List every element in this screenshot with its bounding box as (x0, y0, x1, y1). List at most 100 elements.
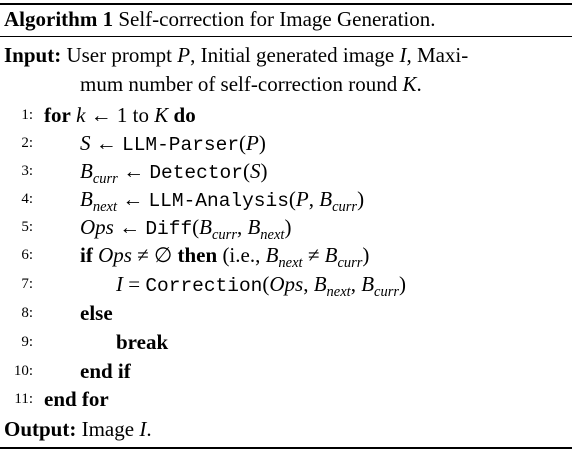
subscript-curr: curr (92, 171, 118, 187)
line-number: 9: (21, 334, 33, 350)
output-label: Output: (4, 417, 77, 441)
input-text-2b: . (416, 72, 422, 96)
line-code: for k ← 1 to K do (44, 101, 196, 129)
line-code: I = Correction(Ops, Bnext, Bcurr) (116, 270, 406, 300)
assign-range: ← 1 to (85, 103, 155, 127)
var-K: K (154, 103, 169, 127)
assign-arrow: ← (117, 159, 150, 183)
paren: ( (288, 187, 296, 211)
arg-s: S (249, 159, 261, 183)
keyword-end-if: end if (80, 359, 131, 383)
top-rule (0, 3, 572, 5)
paren: ( (242, 159, 250, 183)
arg-b: B (361, 272, 375, 296)
algorithm-label: Algorithm 1 (4, 7, 114, 31)
comma: , (350, 272, 362, 296)
function-llm-parser: LLM-Parser (122, 134, 240, 156)
var-ops: Ops (80, 215, 114, 239)
line-number: 2: (21, 135, 33, 151)
input-label: Input: (4, 43, 62, 67)
comma: , (308, 187, 320, 211)
var-s: S (80, 131, 91, 155)
algorithm-caption: Self-correction for Image Generation. (118, 7, 436, 31)
equals: = (123, 272, 146, 296)
var-b: B (324, 243, 338, 267)
output-var-i: I (139, 417, 147, 441)
subscript-next: next (260, 227, 285, 243)
paren: ) (357, 187, 365, 211)
line-number: 4: (21, 191, 33, 207)
paren: ) (362, 243, 370, 267)
line-code: S ← LLM-Parser(P) (80, 129, 266, 159)
not-equal: ≠ (302, 243, 325, 267)
var-i: I (116, 272, 123, 296)
var-b: B (265, 243, 279, 267)
var-k: k (76, 103, 86, 127)
keyword-break: break (116, 330, 169, 354)
paren: ) (399, 272, 407, 296)
input-text-1c: , Maxi- (406, 43, 469, 67)
subscript-next: next (278, 255, 303, 271)
output-period: . (146, 417, 152, 441)
function-diff: Diff (145, 218, 193, 240)
paren: ( (239, 131, 247, 155)
keyword-do: do (173, 103, 196, 127)
line-code: if Ops ≠ ∅ then (i.e., Bnext ≠ Bcurr) (80, 241, 370, 271)
keyword-else: else (80, 301, 113, 325)
keyword-then: then (177, 243, 218, 267)
function-detector: Detector (149, 162, 243, 184)
var-b: B (80, 159, 93, 183)
line-number: 8: (21, 305, 33, 321)
line-code: Bnext ← LLM-Analysis(P, Bcurr) (80, 185, 364, 215)
comma: , (236, 215, 248, 239)
line-number: 6: (21, 247, 33, 263)
arg-b: B (319, 187, 333, 211)
assign-arrow: ← (113, 215, 146, 239)
input-line-1: Input: User prompt P, Initial generated … (4, 42, 468, 68)
assign-arrow: ← (90, 131, 122, 155)
keyword-for: for (44, 103, 71, 127)
subscript-curr: curr (211, 227, 237, 243)
paren: ( (192, 215, 200, 239)
ie-text: (i.e., (217, 243, 266, 267)
input-line-2: mum number of self-correction round K. (80, 71, 422, 97)
not-empty: ≠ ∅ (131, 243, 178, 267)
function-llm-analysis: LLM-Analysis (148, 190, 289, 212)
function-correction: Correction (145, 275, 263, 297)
paren: ) (258, 131, 266, 155)
input-text-1a: User prompt (66, 43, 178, 67)
line-number: 3: (21, 163, 33, 179)
subscript-curr: curr (332, 199, 358, 215)
line-code: Bcurr ← Detector(S) (80, 157, 267, 187)
bottom-rule (0, 447, 572, 449)
arg-p: P (295, 187, 309, 211)
subscript-next: next (92, 199, 117, 215)
keyword-end-for: end for (44, 387, 109, 411)
input-text-1b: , Initial generated image (190, 43, 400, 67)
line-number: 7: (21, 276, 33, 292)
line-number: 11: (14, 391, 33, 407)
comma: , (303, 272, 314, 296)
subscript-next: next (326, 284, 351, 300)
line-number: 10: (13, 363, 33, 379)
line-number: 5: (21, 219, 33, 235)
arg-b: B (313, 272, 327, 296)
output-text: Image (81, 417, 140, 441)
var-b: B (80, 187, 93, 211)
algorithm-title: Algorithm 1 Self-correction for Image Ge… (4, 7, 436, 31)
line-code: Ops ← Diff(Bcurr, Bnext) (80, 213, 291, 243)
assign-arrow: ← (116, 187, 149, 211)
arg-p: P (246, 131, 259, 155)
paren: ) (260, 159, 268, 183)
arg-ops: Ops (269, 272, 304, 296)
input-var-k: K (402, 72, 417, 96)
input-var-i: I (399, 43, 407, 67)
output-line: Output: Image I. (4, 416, 152, 442)
paren: ( (262, 272, 270, 296)
arg-b: B (247, 215, 261, 239)
input-var-p: P (177, 43, 191, 67)
arg-b: B (199, 215, 212, 239)
input-text-2a: mum number of self-correction round (80, 72, 403, 96)
header-rule (0, 36, 572, 37)
